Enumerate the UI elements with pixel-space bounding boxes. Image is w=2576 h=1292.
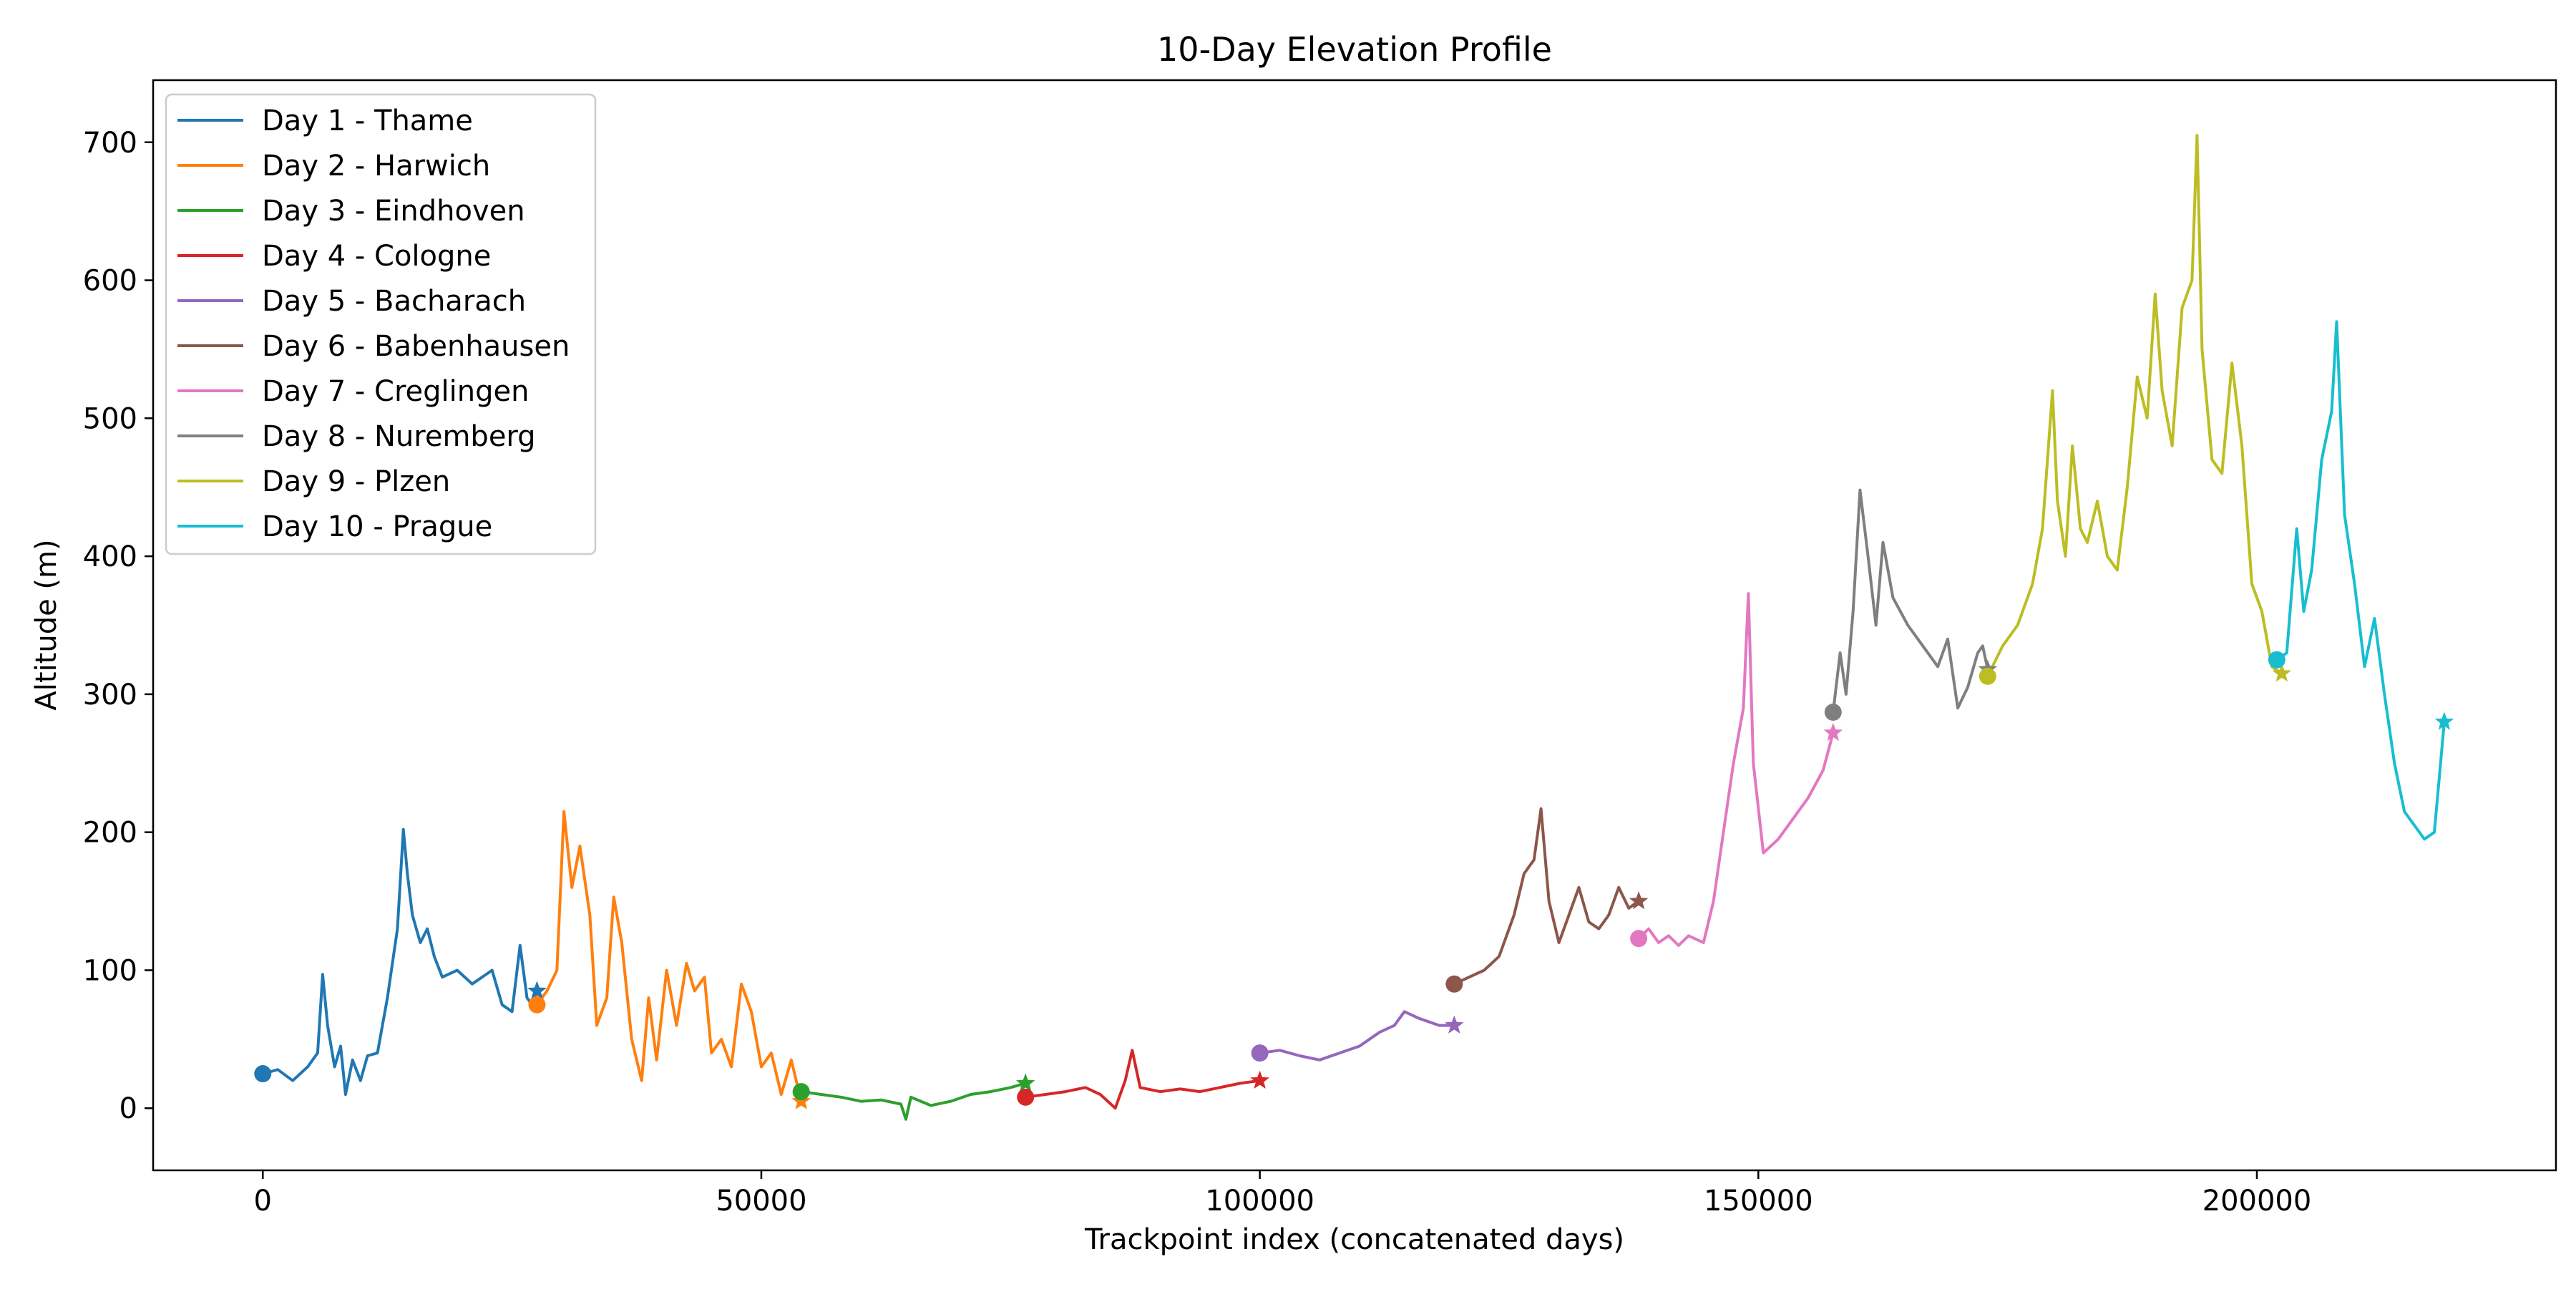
series-line-day-5 — [1259, 1010, 1455, 1062]
y-tick-label: 400 — [83, 540, 137, 573]
start-marker-day-5 — [1251, 1044, 1269, 1062]
y-axis-label: Altitude (m) — [30, 539, 63, 710]
legend-label-day-1: Day 1 - Thame — [262, 105, 473, 137]
legend-label-day-4: Day 4 - Cologne — [262, 240, 491, 273]
legend-label-day-10: Day 10 - Prague — [262, 510, 492, 543]
end-marker-day-10 — [2434, 711, 2454, 730]
x-tick-label: 150000 — [1704, 1185, 1813, 1218]
start-marker-day-7 — [1630, 930, 1648, 948]
y-axis-ticks: 0 100 200 300 400 500 600 700 — [83, 127, 153, 1125]
end-marker-day-1 — [527, 981, 547, 999]
legend-label-day-8: Day 8 - Nuremberg — [262, 420, 536, 453]
y-tick-label: 600 — [83, 265, 137, 298]
legend-box — [165, 93, 597, 555]
x-tick-label: 100000 — [1205, 1185, 1314, 1218]
plot-area — [254, 134, 2454, 1121]
series-line-day-10 — [2275, 320, 2446, 841]
end-marker-day-9 — [2272, 664, 2292, 682]
series-line-day-6 — [1453, 807, 1640, 986]
series-line-day-7 — [1637, 592, 1835, 947]
y-tick-label: 200 — [83, 817, 137, 850]
end-marker-day-3 — [1015, 1073, 1035, 1092]
series-line-day-2 — [535, 810, 803, 1102]
legend-label-day-7: Day 7 - Creglingen — [262, 375, 529, 408]
y-tick-label: 700 — [83, 127, 137, 160]
series-line-day-8 — [1831, 488, 1989, 713]
y-tick-label: 0 — [119, 1092, 137, 1125]
end-marker-day-5 — [1445, 1015, 1464, 1034]
y-tick-label: 100 — [83, 954, 137, 987]
end-marker-day-2 — [791, 1091, 811, 1109]
start-marker-day-2 — [528, 996, 546, 1014]
series-line-day-1 — [262, 827, 539, 1096]
start-marker-day-4 — [1017, 1088, 1035, 1106]
legend-label-day-5: Day 5 - Bacharach — [262, 285, 526, 318]
x-tick-label: 0 — [254, 1185, 272, 1218]
y-tick-label: 300 — [83, 679, 137, 711]
legend-label-day-9: Day 9 - Plzen — [262, 465, 450, 498]
legend-label-day-3: Day 3 - Eindhoven — [262, 195, 525, 228]
start-marker-day-10 — [2268, 651, 2285, 669]
start-marker-day-3 — [792, 1083, 810, 1101]
x-tick-label: 200000 — [2202, 1185, 2312, 1218]
start-marker-day-6 — [1445, 975, 1463, 993]
start-marker-day-1 — [254, 1065, 272, 1083]
axes-frame — [152, 79, 2557, 1172]
end-marker-day-4 — [1250, 1070, 1269, 1089]
series-line-day-3 — [801, 1082, 1026, 1121]
start-marker-day-8 — [1824, 703, 1842, 721]
legend-label-day-2: Day 2 - Harwich — [262, 150, 490, 183]
x-tick-label: 50000 — [716, 1185, 806, 1218]
series-line-day-9 — [1986, 134, 2283, 677]
legend-label-day-6: Day 6 - Babenhausen — [262, 330, 570, 363]
y-tick-label: 500 — [83, 402, 137, 435]
chart-title: 10-Day Elevation Profile — [1157, 30, 1552, 69]
legend: Day 1 - Thame Day 2 - Harwich Day 3 - Eind… — [165, 93, 597, 555]
end-marker-day-6 — [1629, 891, 1649, 910]
x-axis-label: Trackpoint index (concatenated days) — [1084, 1223, 1624, 1256]
end-marker-day-7 — [1823, 722, 1843, 742]
series-line-day-4 — [1025, 1049, 1260, 1110]
x-axis-ticks: 0 50000 100000 150000 200000 — [254, 1170, 2312, 1218]
start-marker-day-9 — [1979, 667, 1996, 685]
